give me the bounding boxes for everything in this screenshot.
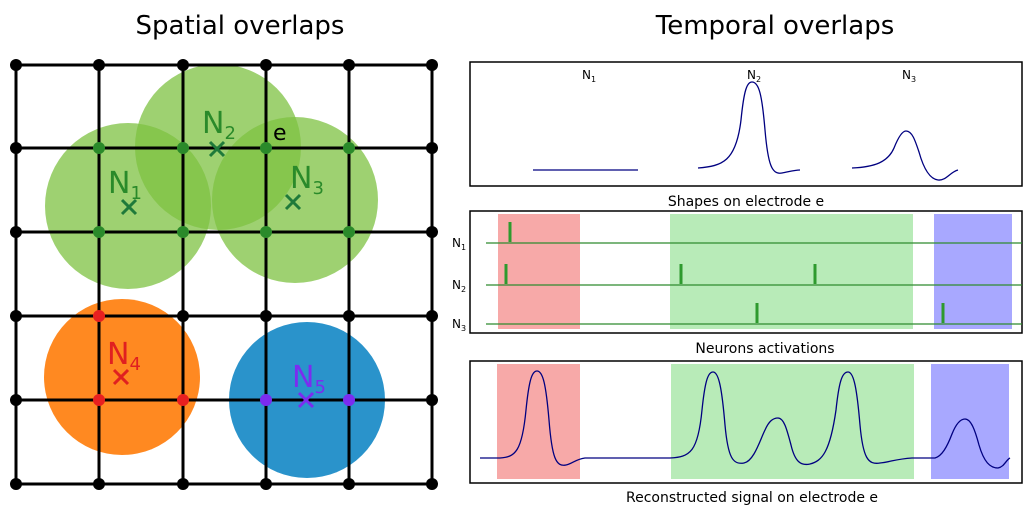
shape-n2-trace	[697, 81, 801, 174]
spatial-panel: N1 N2 N3 N4 N5 e	[10, 59, 438, 490]
shape-n3-trace	[851, 130, 959, 181]
red-band-reconstructed	[497, 364, 580, 479]
neuron-n2-label: N2	[202, 106, 236, 144]
green-band-reconstructed	[671, 364, 914, 479]
spatial-title: Spatial overlaps	[136, 11, 345, 41]
shape-label-n2: N2	[747, 68, 761, 84]
neuron-n5-label: N5	[292, 360, 326, 398]
electrode-dots	[10, 59, 438, 490]
electrode-e-label: e	[273, 121, 287, 146]
electrode-grid	[14, 63, 434, 486]
shape-label-n1: N1	[582, 68, 596, 84]
neuron-markers	[112, 140, 315, 409]
green-band-activations	[670, 214, 913, 329]
activations-frame	[469, 210, 1023, 334]
neuron-n3-label: N3	[290, 161, 324, 199]
activation-label-n3: N3	[452, 317, 466, 333]
shapes-panel: N1 N2 N3 Shapes on electrode e	[469, 61, 1023, 210]
red-band-activations	[498, 214, 580, 329]
reconstructed-panel: Reconstructed signal on electrode e	[469, 360, 1023, 506]
activation-label-n2: N2	[452, 278, 466, 294]
reconstructed-caption: Reconstructed signal on electrode e	[626, 490, 878, 506]
shapes-caption: Shapes on electrode e	[668, 194, 824, 210]
reconstructed-frame	[469, 360, 1023, 484]
neuron-n4-label: N4	[107, 337, 141, 375]
activations-panel: N1 N2 N3 Neurons activations	[452, 210, 1023, 357]
temporal-title: Temporal overlaps	[655, 11, 895, 41]
reconstructed-trace	[480, 370, 1011, 469]
activation-label-n1: N1	[452, 236, 466, 252]
activations-caption: Neurons activations	[695, 341, 834, 357]
blue-band-activations	[934, 214, 1012, 329]
neuron-n1-label: N1	[108, 166, 142, 204]
shapes-frame	[469, 61, 1023, 187]
shape-label-n3: N3	[902, 68, 916, 84]
